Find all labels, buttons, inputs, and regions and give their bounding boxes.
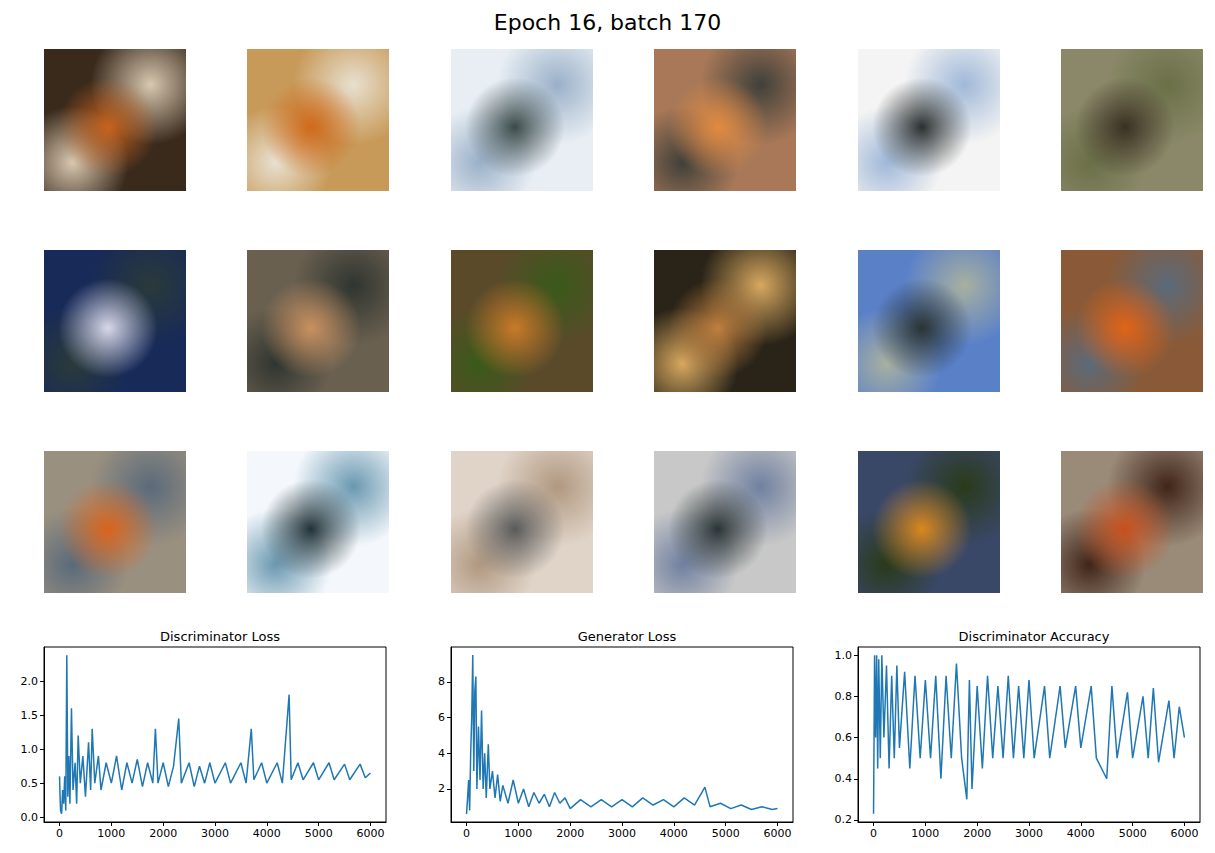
svg-text:5000: 5000 bbox=[1119, 827, 1147, 840]
svg-text:4000: 4000 bbox=[1067, 827, 1095, 840]
svg-text:6: 6 bbox=[438, 711, 445, 724]
svg-text:6000: 6000 bbox=[356, 827, 384, 840]
svg-text:Epoch 16, batch 170: Epoch 16, batch 170 bbox=[494, 10, 721, 35]
svg-text:2000: 2000 bbox=[149, 827, 177, 840]
svg-text:1000: 1000 bbox=[911, 827, 939, 840]
svg-text:0.5: 0.5 bbox=[21, 777, 39, 790]
svg-text:0: 0 bbox=[463, 827, 470, 840]
svg-text:0.8: 0.8 bbox=[835, 690, 853, 703]
svg-text:Discriminator Accuracy: Discriminator Accuracy bbox=[959, 629, 1110, 644]
svg-text:4000: 4000 bbox=[660, 827, 688, 840]
svg-text:1.0: 1.0 bbox=[835, 649, 853, 662]
svg-text:0.4: 0.4 bbox=[835, 772, 853, 785]
svg-text:0.6: 0.6 bbox=[835, 731, 853, 744]
svg-text:8: 8 bbox=[438, 675, 445, 688]
svg-text:0: 0 bbox=[870, 827, 877, 840]
svg-text:1.5: 1.5 bbox=[21, 709, 39, 722]
svg-text:2000: 2000 bbox=[556, 827, 584, 840]
svg-text:3000: 3000 bbox=[201, 827, 229, 840]
svg-text:1000: 1000 bbox=[504, 827, 532, 840]
svg-text:3000: 3000 bbox=[608, 827, 636, 840]
svg-text:Generator Loss: Generator Loss bbox=[578, 629, 677, 644]
svg-text:5000: 5000 bbox=[712, 827, 740, 840]
svg-text:5000: 5000 bbox=[305, 827, 333, 840]
svg-text:2: 2 bbox=[438, 782, 445, 795]
svg-text:1.0: 1.0 bbox=[21, 743, 39, 756]
svg-text:Discriminator Loss: Discriminator Loss bbox=[160, 629, 280, 644]
svg-text:2000: 2000 bbox=[963, 827, 991, 840]
svg-text:0.0: 0.0 bbox=[21, 811, 39, 824]
svg-text:4: 4 bbox=[438, 747, 445, 760]
svg-text:6000: 6000 bbox=[763, 827, 791, 840]
svg-text:6000: 6000 bbox=[1170, 827, 1198, 840]
svg-text:0.2: 0.2 bbox=[835, 813, 853, 826]
svg-text:3000: 3000 bbox=[1015, 827, 1043, 840]
svg-text:0: 0 bbox=[56, 827, 63, 840]
svg-text:2.0: 2.0 bbox=[21, 675, 39, 688]
svg-text:4000: 4000 bbox=[253, 827, 281, 840]
svg-text:1000: 1000 bbox=[97, 827, 125, 840]
